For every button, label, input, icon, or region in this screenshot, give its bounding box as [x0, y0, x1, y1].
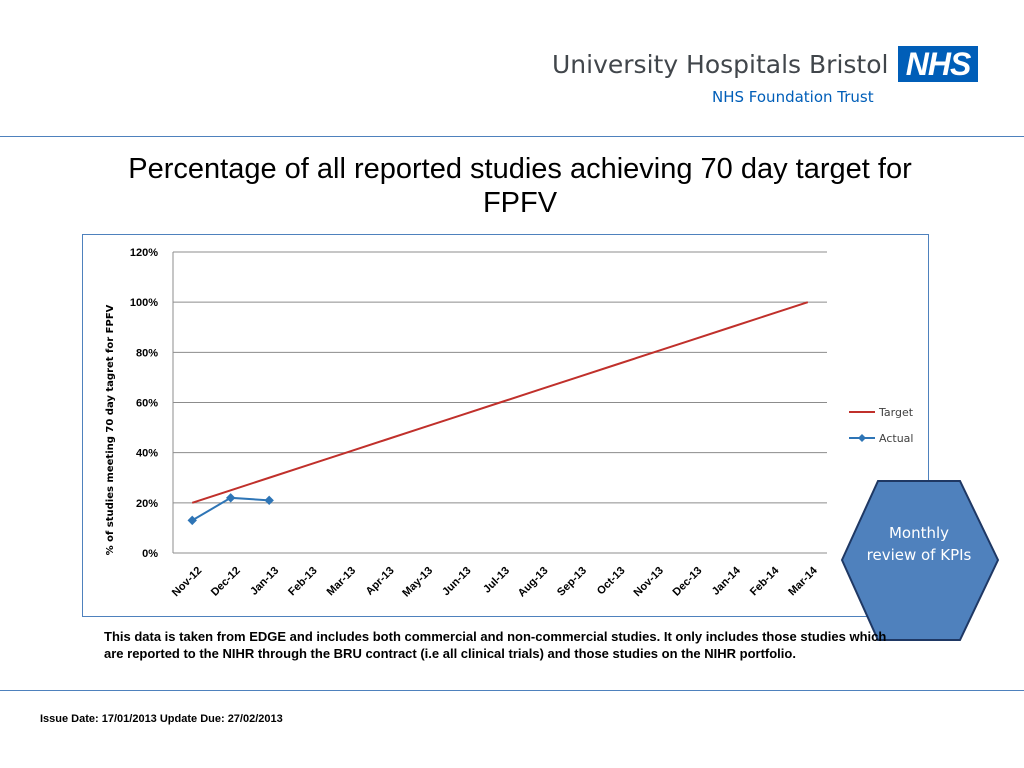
data-point-actual [187, 515, 197, 526]
legend-label-actual: Actual [879, 432, 913, 445]
y-tick-label: 20% [136, 498, 158, 510]
nhs-logo: NHS [898, 46, 978, 82]
y-tick-label: 0% [142, 548, 158, 560]
x-tick-label: Nov-12 [170, 565, 204, 599]
hexagon-shape [840, 480, 1000, 641]
x-tick-label: Feb-13 [286, 565, 320, 599]
y-tick-label: 100% [130, 297, 158, 309]
slide-title: Percentage of all reported studies achie… [128, 153, 912, 219]
x-tick-label: Jul-13 [481, 565, 512, 596]
x-tick-label: Aug-13 [516, 565, 551, 600]
y-tick-labels: 0% 20% 40% 60% 80% 100% 120% [130, 247, 158, 560]
legend-marker-actual [858, 434, 866, 442]
chart-frame: 0% 20% 40% 60% 80% 100% 120% Nov-12 Dec-12 Jan-1… [82, 234, 929, 617]
x-tick-label: Jan-14 [710, 564, 744, 598]
legend[interactable]: Target Actual [849, 406, 914, 445]
axes [172, 252, 827, 554]
y-axis-label: % of studies meeting 70 day tagret for F… [105, 304, 116, 555]
series [187, 301, 809, 526]
x-tick-label: Feb-14 [748, 564, 782, 598]
y-tick-label: 60% [136, 398, 158, 410]
series-line-target [191, 301, 809, 504]
issue-date: Issue Date: 17/01/2013 Update Due: 27/02… [40, 713, 283, 725]
x-tick-labels: Nov-12 Dec-12 Jan-13 Feb-13 Mar-13 Apr-13 May-… [170, 564, 821, 599]
gridlines [173, 251, 827, 504]
x-tick-label: Dec-12 [209, 565, 243, 599]
y-tick-label: 80% [136, 347, 158, 359]
x-tick-label: Apr-13 [364, 565, 397, 598]
x-tick-label: Oct-13 [595, 565, 628, 598]
x-tick-label: Mar-14 [786, 564, 820, 598]
x-tick-label: Dec-13 [670, 565, 704, 599]
x-tick-label: Jan-13 [248, 565, 281, 598]
data-point-actual [225, 493, 236, 503]
x-tick-label: Mar-13 [325, 565, 359, 599]
bottom-divider [0, 690, 1024, 691]
x-tick-label: May-13 [400, 565, 435, 600]
x-tick-label: Nov-13 [632, 565, 666, 599]
organisation-name: University Hospitals Bristol [552, 50, 889, 79]
data-point-actual [264, 495, 274, 506]
trust-name: NHS Foundation Trust [712, 88, 874, 106]
data-source-note: This data is taken from EDGE and include… [104, 629, 887, 661]
legend-label-target: Target [878, 406, 914, 419]
y-tick-label: 40% [136, 448, 158, 460]
kpi-badge-text: Monthly review of KPIs [866, 524, 972, 564]
top-divider [0, 136, 1024, 137]
x-tick-label: Sep-13 [555, 565, 589, 599]
x-tick-label: Jun-13 [440, 565, 474, 599]
kpi-badge[interactable] [840, 479, 1000, 642]
line-chart: 0%20%40%60%80%100%120% Nov-12 Dec-12 Jan-1… [105, 247, 914, 599]
y-tick-label: 120% [130, 247, 158, 259]
